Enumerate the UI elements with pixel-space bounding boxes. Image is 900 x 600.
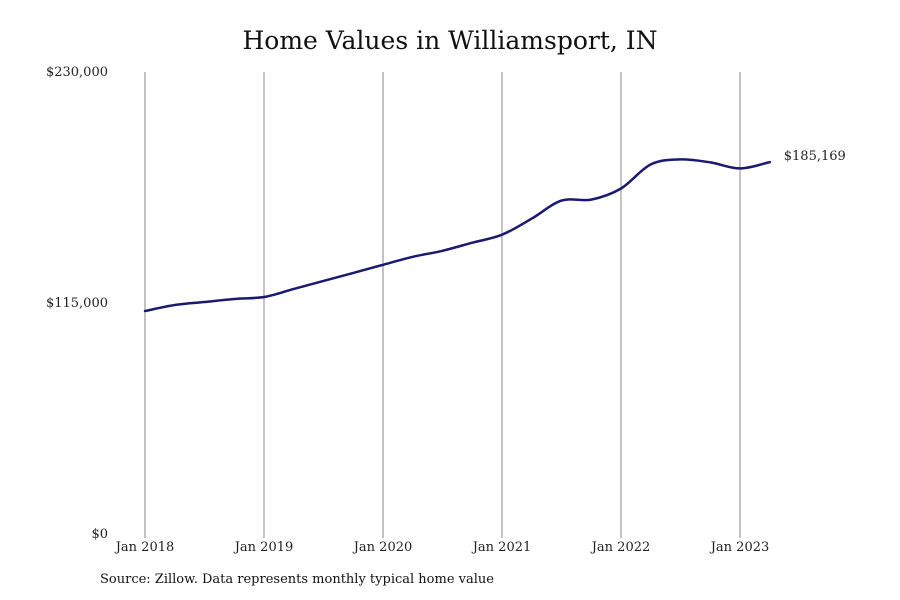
- chart-title: Home Values in Williamsport, IN: [242, 26, 658, 55]
- y-tick-label: $115,000: [46, 296, 108, 311]
- series-line: [143, 158, 772, 313]
- x-tick-label: Jan 2021: [471, 540, 532, 555]
- x-tick-label: Jan 2022: [590, 540, 651, 555]
- y-tick-label: $0: [91, 527, 108, 542]
- y-axis-ticks: $0 $115,000 $230,000: [46, 65, 108, 542]
- x-tick-label: Jan 2019: [233, 540, 294, 555]
- source-note: Source: Zillow. Data represents monthly …: [100, 572, 494, 587]
- gridlines: [144, 72, 741, 538]
- x-tick-label: Jan 2023: [709, 540, 770, 555]
- x-tick-label: Jan 2018: [114, 540, 175, 555]
- y-tick-label: $230,000: [46, 65, 108, 80]
- x-tick-label: Jan 2020: [352, 540, 413, 555]
- end-value-label: $185,169: [784, 149, 846, 164]
- x-axis-ticks: Jan 2018 Jan 2019 Jan 2020 Jan 2021 Jan 2022…: [114, 540, 770, 555]
